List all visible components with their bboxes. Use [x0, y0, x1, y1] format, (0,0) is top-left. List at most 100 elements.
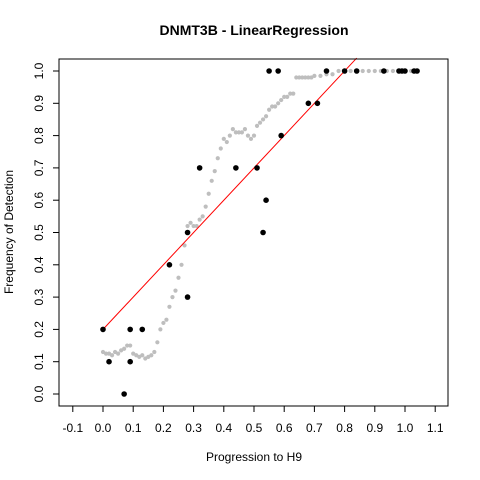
observed-point: [353, 68, 360, 74]
observed-point: [127, 358, 133, 365]
x-tick-label: 1.1: [427, 421, 444, 435]
x-tick-label: 0.7: [306, 421, 323, 435]
x-tick-label: 0.9: [366, 421, 383, 435]
smoothed-point: [209, 178, 214, 183]
y-tick-label: 0.2: [32, 321, 46, 338]
observed-point: [121, 391, 127, 397]
observed-point: [196, 165, 203, 171]
observed-point: [260, 229, 266, 236]
smoothed-point: [176, 275, 181, 280]
observed-point: [414, 68, 420, 74]
y-tick-label: 0.9: [32, 95, 46, 112]
x-axis-label: Progression to H9: [206, 450, 302, 464]
x-axis: -0.1 0.0 0.1 0.2 0.3 0.4 0.5 0.6 0.7 0.8 0.9 1.0 1.1: [62, 406, 444, 435]
smoothed-point: [242, 127, 248, 132]
smoothed-point: [294, 75, 299, 80]
x-tick-label: 0.4: [215, 421, 232, 435]
observed-point: [263, 197, 269, 203]
smoothed-point: [306, 75, 311, 80]
smoothed-point: [203, 204, 208, 209]
smoothed-point: [227, 133, 232, 138]
smoothed-point: [297, 75, 302, 80]
x-tick-label: 0.1: [125, 421, 142, 435]
observed-point: [323, 68, 330, 74]
smoothed-point: [149, 353, 154, 358]
observed-point: [184, 229, 191, 236]
observed-point: [233, 165, 239, 171]
x-tick-label: 0.2: [155, 421, 172, 435]
observed-point: [139, 326, 146, 333]
observed-point: [100, 326, 106, 333]
smoothed-point: [164, 317, 169, 322]
smoothed-point: [122, 346, 127, 351]
smoothed-point: [263, 114, 269, 119]
smoothed-point: [185, 223, 190, 229]
smoothed-point: [103, 351, 109, 356]
y-tick-label: 0.7: [32, 159, 46, 176]
smoothed-point: [300, 75, 305, 80]
observed-point: [184, 294, 191, 300]
y-tick-label: 1.0: [32, 62, 46, 79]
observed-point: [106, 358, 112, 365]
smoothed-point: [372, 68, 377, 74]
smoothed-point: [224, 139, 229, 145]
observed-point: [127, 326, 133, 333]
observed-point: [254, 165, 260, 171]
smoothed-point: [282, 94, 287, 99]
observed-point: [381, 68, 387, 74]
y-tick-label: 0.4: [32, 256, 46, 273]
smoothed-point: [221, 136, 226, 141]
x-tick-label: 0.0: [95, 421, 112, 435]
observed-series: [100, 68, 420, 397]
smoothed-point: [254, 123, 260, 129]
smoothed-point: [233, 130, 238, 135]
x-tick-label: 1.0: [397, 421, 414, 435]
smoothed-point: [152, 349, 157, 355]
observed-point: [341, 68, 348, 74]
smoothed-point: [248, 136, 254, 141]
y-tick-label: 0.6: [32, 192, 46, 209]
smoothed-point: [348, 68, 353, 74]
smoothed-point: [212, 169, 217, 174]
y-axis-label: Frequency of Detection: [2, 170, 16, 294]
y-axis: 0.0 0.1 0.2 0.3 0.4 0.5 0.6 0.7 0.8 0.9 1.0: [32, 62, 59, 402]
observed-point: [266, 68, 272, 74]
y-tick-label: 0.5: [32, 224, 46, 241]
observed-point: [278, 132, 284, 139]
smoothed-point: [312, 73, 317, 78]
smoothed-point: [140, 353, 145, 358]
chart-title: DNMT3B - LinearRegression: [159, 22, 348, 38]
smoothed-point: [197, 217, 202, 222]
smoothed-point: [218, 146, 223, 151]
smoothed-point: [173, 288, 178, 293]
y-tick-label: 0.1: [32, 353, 46, 370]
regression-line: [102, 57, 358, 330]
smoothed-point: [191, 223, 196, 229]
y-tick-label: 0.0: [32, 385, 46, 402]
smoothed-point: [360, 68, 365, 74]
x-tick-label: 0.6: [276, 421, 293, 435]
smoothed-point: [336, 68, 341, 74]
smoothed-point: [206, 191, 211, 196]
smoothed-point: [215, 156, 220, 161]
smoothed-point: [267, 107, 272, 112]
x-tick-label: -0.1: [62, 421, 83, 435]
smoothed-point: [182, 243, 187, 248]
smoothed-point: [167, 304, 172, 309]
smoothed-point: [109, 353, 115, 358]
x-tick-label: 0.8: [336, 421, 353, 435]
observed-point: [275, 68, 281, 74]
y-tick-label: 0.3: [32, 288, 46, 305]
smoothed-point: [366, 68, 371, 74]
smoothed-point: [270, 104, 275, 109]
smoothed-point: [158, 327, 163, 332]
y-tick-label: 0.8: [32, 127, 46, 144]
x-tick-label: 0.5: [246, 421, 263, 435]
smoothed-point: [125, 343, 130, 348]
smoothed-point: [188, 220, 193, 225]
smoothed-point: [276, 101, 281, 106]
smoothed-point: [170, 295, 175, 300]
smoothed-point: [251, 133, 257, 138]
